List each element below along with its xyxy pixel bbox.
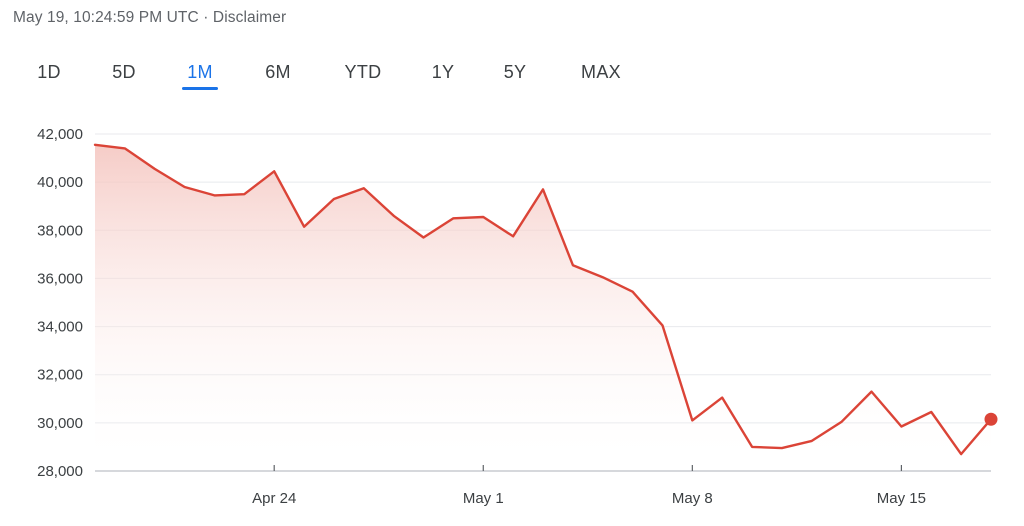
last-price-dot[interactable] bbox=[984, 412, 998, 426]
x-tick-label: Apr 24 bbox=[252, 490, 296, 507]
tab-5y[interactable]: 5Y bbox=[503, 62, 527, 82]
y-tick-label: 34,000 bbox=[37, 319, 83, 336]
timestamp-separator: · bbox=[203, 9, 209, 26]
y-tick-label: 30,000 bbox=[37, 415, 83, 432]
tab-ytd[interactable]: YTD bbox=[344, 62, 382, 82]
y-tick-label: 42,000 bbox=[37, 126, 83, 143]
time-range-tabs: 1D 5D 1M 6M YTD 1Y 5Y MAX bbox=[0, 58, 700, 94]
tab-1d[interactable]: 1D bbox=[37, 62, 61, 82]
y-tick-label: 28,000 bbox=[37, 463, 83, 480]
quote-timestamp: May 19, 10:24:59 PM UTC · Disclaimer bbox=[13, 9, 286, 27]
price-line bbox=[93, 143, 993, 456]
price-area-fill bbox=[95, 144, 991, 472]
x-tick-label: May 1 bbox=[463, 490, 504, 507]
timestamp-text: May 19, 10:24:59 PM UTC bbox=[13, 9, 199, 26]
x-tick-label: May 8 bbox=[672, 490, 713, 507]
tab-5d[interactable]: 5D bbox=[112, 62, 136, 82]
tab-1m[interactable]: 1M bbox=[187, 62, 213, 82]
y-tick-label: 38,000 bbox=[37, 222, 83, 239]
tab-6m[interactable]: 6M bbox=[265, 62, 291, 82]
y-axis-labels: 28,000 30,000 32,000 34,000 36,000 38,000 40,0… bbox=[37, 126, 83, 480]
tab-1y[interactable]: 1Y bbox=[431, 62, 455, 82]
y-tick-label: 32,000 bbox=[37, 367, 83, 384]
active-tab-indicator bbox=[182, 87, 218, 90]
y-tick-label: 36,000 bbox=[37, 270, 83, 287]
y-tick-label: 40,000 bbox=[37, 174, 83, 191]
x-tick-label: May 15 bbox=[877, 490, 926, 507]
disclaimer-link[interactable]: Disclaimer bbox=[212, 9, 287, 26]
tab-max[interactable]: MAX bbox=[581, 62, 621, 82]
x-axis: Apr 24 May 1 May 8 May 15 bbox=[95, 465, 991, 507]
